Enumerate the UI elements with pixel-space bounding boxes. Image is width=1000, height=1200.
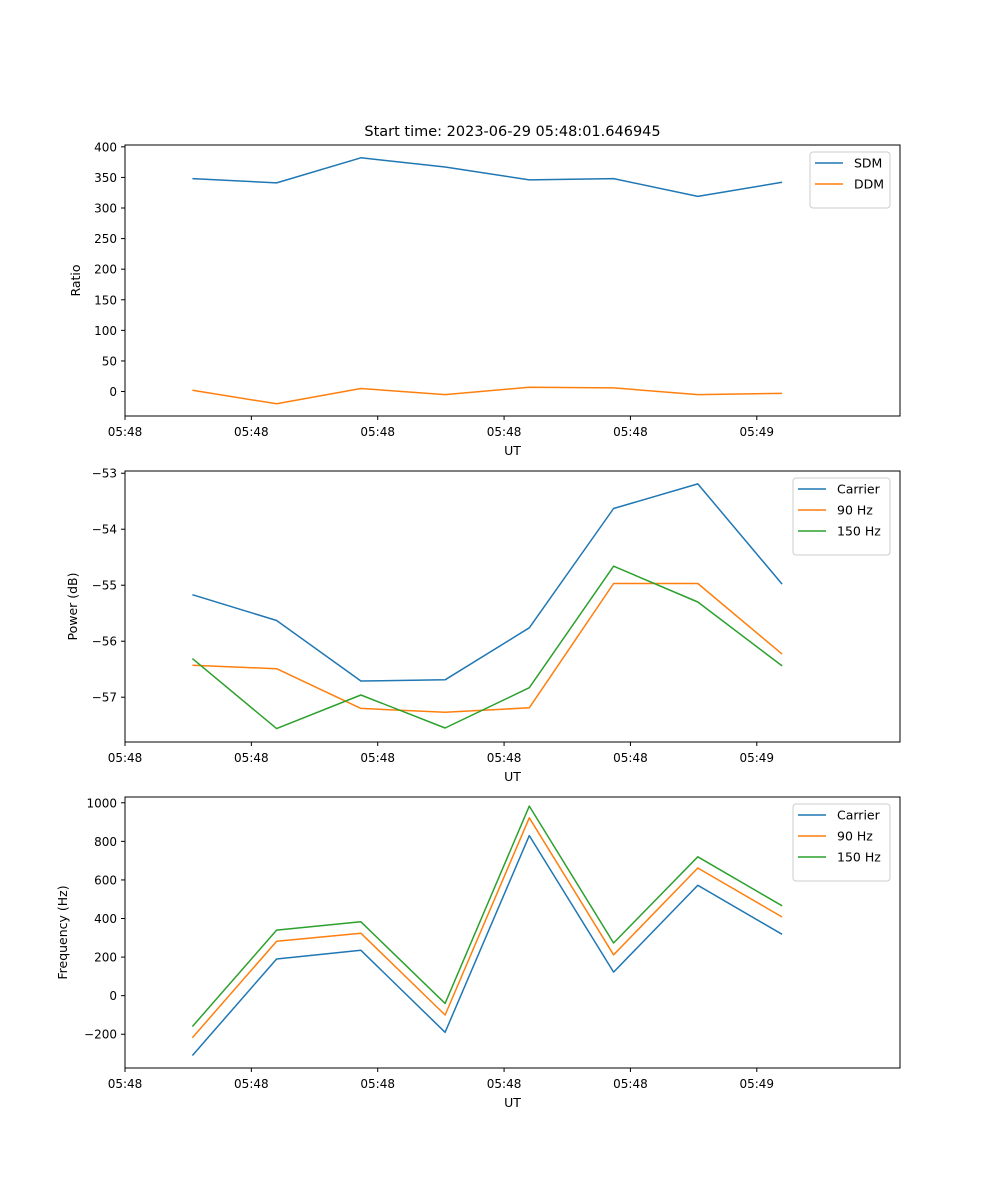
y-tick-label: 200 xyxy=(94,951,117,965)
chart-panel-2: 05:48 05:48 05:48 05:48 05:48 05:49 −57 −56 −55 −… xyxy=(65,467,901,784)
legend-box xyxy=(792,803,891,882)
y-tick-label: −53 xyxy=(92,467,117,481)
x-tick-label: 05:48 xyxy=(613,425,648,439)
series-line-carrier xyxy=(191,834,783,1056)
x-tick-label: 05:48 xyxy=(613,751,648,765)
y-tick-label: −200 xyxy=(84,1028,117,1042)
y-tick-label: 300 xyxy=(94,202,117,216)
y-tick-label: −54 xyxy=(92,523,117,537)
x-tick-label: 05:48 xyxy=(360,1077,395,1091)
x-tick-label: 05:48 xyxy=(360,425,395,439)
y-tick-label: 400 xyxy=(94,140,117,154)
series-line-sdm xyxy=(192,157,783,198)
y-tick-label: 50 xyxy=(102,354,117,368)
y-tick-label: 400 xyxy=(94,912,117,926)
x-tick-label: 05:48 xyxy=(234,425,269,439)
series-line-90-hz xyxy=(191,817,783,1039)
y-tick-label: −56 xyxy=(92,635,117,649)
legend-box xyxy=(792,477,891,556)
y-tick-label: 0 xyxy=(109,989,117,1003)
y-tick-label: 100 xyxy=(94,324,117,338)
x-tick-label: 05:48 xyxy=(108,1077,143,1091)
y-tick-label: 150 xyxy=(94,293,117,307)
x-tick-label: 05:48 xyxy=(108,751,143,765)
y-tick-label: 600 xyxy=(94,873,117,887)
series-line-carrier xyxy=(192,483,783,682)
y-tick-label: 800 xyxy=(94,835,117,849)
legend-box xyxy=(809,151,891,209)
legend-label: DDM xyxy=(854,177,884,192)
legend-label: Carrier xyxy=(837,808,881,823)
x-tick-label: 05:48 xyxy=(234,751,269,765)
x-tick-label: 05:48 xyxy=(487,425,522,439)
y-axis-label: Frequency (Hz) xyxy=(55,885,70,979)
x-axis-label: UT xyxy=(504,769,521,784)
plot-frame xyxy=(124,144,901,417)
plot-frame xyxy=(124,796,901,1069)
y-axis-label: Ratio xyxy=(68,264,83,296)
y-tick-label: 1000 xyxy=(86,796,117,810)
chart-panel-3: 05:48 05:48 05:48 05:48 05:48 05:49 −200 0 200 40… xyxy=(55,796,901,1110)
x-tick-label: 05:49 xyxy=(739,425,774,439)
legend-label: 150 Hz xyxy=(837,524,881,539)
legend: Carrier 90 Hz 150 Hz xyxy=(792,803,891,882)
legend-label: 90 Hz xyxy=(837,503,873,518)
x-tick-label: 05:48 xyxy=(613,1077,648,1091)
x-tick-label: 05:49 xyxy=(739,1077,774,1091)
y-tick-label: −55 xyxy=(92,579,117,593)
legend: SDM DDM xyxy=(809,151,891,209)
legend: Carrier 90 Hz 150 Hz xyxy=(792,477,891,556)
legend-label: 150 Hz xyxy=(837,850,881,865)
y-tick-label: 350 xyxy=(94,171,117,185)
x-tick-label: 05:48 xyxy=(234,1077,269,1091)
x-tick-label: 05:48 xyxy=(108,425,143,439)
y-tick-label: 0 xyxy=(109,385,117,399)
x-tick-label: 05:48 xyxy=(360,751,395,765)
charts: Start time: 2023-06-29 05:48:01.64694505… xyxy=(55,124,901,1110)
plot-frame xyxy=(124,470,901,743)
legend-label: SDM xyxy=(854,156,882,171)
series-line-150-hz xyxy=(191,565,783,730)
chart-title: Start time: 2023-06-29 05:48:01.646945 xyxy=(364,124,660,140)
y-tick-label: 250 xyxy=(94,232,117,246)
x-tick-label: 05:48 xyxy=(487,1077,522,1091)
x-axis-label: UT xyxy=(504,1095,521,1110)
y-tick-label: 200 xyxy=(94,263,117,277)
x-tick-label: 05:49 xyxy=(739,751,774,765)
legend-label: Carrier xyxy=(837,482,881,497)
y-axis-label: Power (dB) xyxy=(65,572,80,640)
x-tick-label: 05:48 xyxy=(487,751,522,765)
chart-panel-1: Start time: 2023-06-29 05:48:01.64694505… xyxy=(68,124,901,458)
legend-label: 90 Hz xyxy=(837,829,873,844)
series-line-ddm xyxy=(192,386,783,405)
x-axis-label: UT xyxy=(504,443,521,458)
series-line-150-hz xyxy=(191,805,783,1027)
y-tick-label: −57 xyxy=(92,691,117,705)
series-line-90-hz xyxy=(192,582,783,714)
